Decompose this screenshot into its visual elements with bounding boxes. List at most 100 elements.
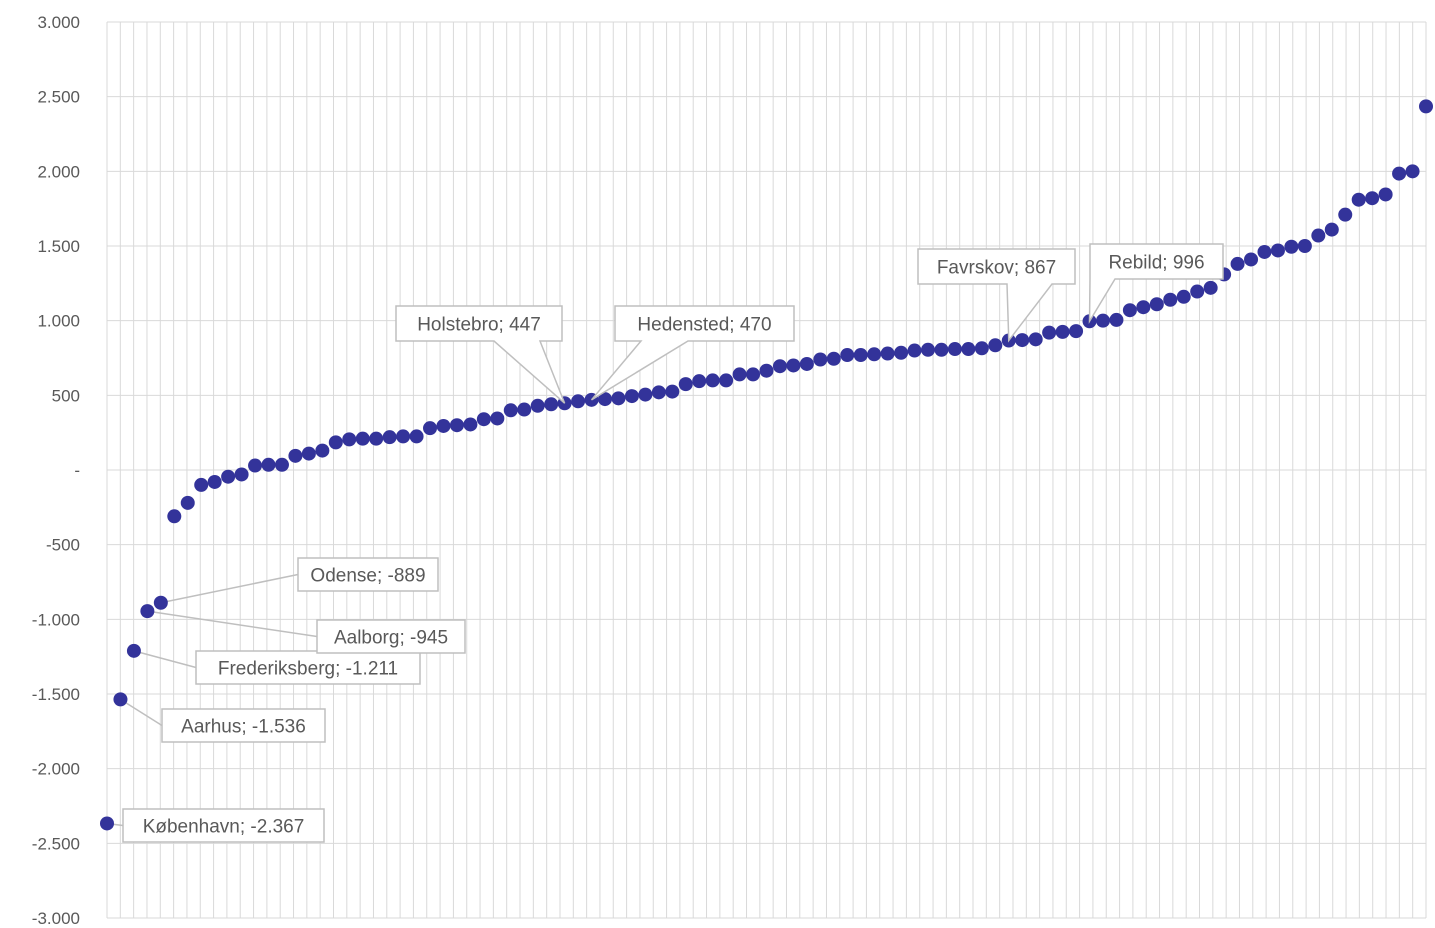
y-axis-tick-labels: 3.000 2.500 2.000 1.500 1.000 500 - -500 -1.000 -… — [32, 13, 80, 928]
data-point — [1351, 192, 1366, 207]
data-point — [1244, 252, 1259, 267]
data-point — [665, 384, 680, 399]
data-point — [274, 457, 289, 472]
data-label: Favrskov; 867 — [937, 258, 1056, 279]
data-point — [261, 457, 276, 472]
data-point — [597, 392, 612, 407]
data-point — [328, 435, 343, 450]
data-point — [907, 343, 922, 358]
data-point — [719, 373, 734, 388]
data-point — [1270, 243, 1285, 258]
callout-box — [161, 708, 326, 743]
data-point — [651, 385, 666, 400]
data-point — [974, 341, 989, 356]
data-point — [867, 347, 882, 362]
data-point — [678, 377, 693, 392]
data-point — [692, 374, 707, 389]
callout-box — [1088, 243, 1224, 325]
data-point — [947, 342, 962, 357]
y-tick-label: 3.000 — [37, 13, 80, 32]
data-point — [772, 359, 787, 374]
data-point — [369, 431, 384, 446]
data-point — [988, 338, 1003, 353]
data-point — [1311, 228, 1326, 243]
callout-leader — [147, 610, 318, 638]
data-point — [638, 387, 653, 402]
callout-leader — [133, 650, 197, 669]
data-point — [1136, 300, 1151, 315]
data-point — [463, 417, 478, 432]
data-point — [382, 430, 397, 445]
data-point — [921, 342, 936, 357]
data-point — [1405, 164, 1420, 179]
data-point — [355, 431, 370, 446]
data-point — [1365, 191, 1380, 206]
data-point — [140, 604, 155, 619]
y-tick-label: -500 — [46, 536, 80, 555]
data-label: Odense; -889 — [310, 566, 425, 587]
data-label: Holstebro; 447 — [417, 315, 541, 336]
data-point — [315, 443, 330, 458]
data-point — [571, 394, 586, 409]
y-tick-label: 1.000 — [37, 312, 80, 331]
y-tick-label: -1.500 — [32, 685, 80, 704]
data-point — [1163, 292, 1178, 307]
data-label: Aalborg; -945 — [334, 628, 448, 649]
data-point — [1109, 312, 1124, 327]
data-label: Frederiksberg; -1.211 — [218, 659, 398, 680]
data-point — [207, 474, 222, 489]
data-point — [1324, 222, 1339, 237]
data-point — [544, 397, 559, 412]
callout-box — [316, 619, 466, 654]
callout-box — [917, 248, 1076, 343]
data-point — [167, 509, 182, 524]
data-point — [1176, 289, 1191, 304]
data-point — [409, 429, 424, 444]
data-point — [530, 398, 545, 413]
data-point — [813, 352, 828, 367]
data-point — [759, 363, 774, 378]
data-point — [490, 411, 505, 426]
data-point — [423, 421, 438, 436]
data-point — [1122, 303, 1137, 318]
data-point — [826, 351, 841, 366]
data-point — [786, 358, 801, 373]
data-point — [517, 402, 532, 417]
callout-leader — [160, 573, 299, 604]
data-point — [449, 418, 464, 433]
callout-box — [195, 650, 421, 685]
data-label: Aarhus; -1.536 — [181, 717, 306, 738]
data-point — [1284, 239, 1299, 254]
y-tick-label: -2.000 — [32, 760, 80, 779]
data-point — [1028, 332, 1043, 347]
data-point — [1392, 166, 1407, 181]
data-point — [611, 391, 626, 406]
callout-leader-lines — [106, 573, 318, 827]
data-label: Hedensted; 470 — [637, 315, 771, 336]
data-point — [476, 412, 491, 427]
data-label: Rebild; 996 — [1108, 253, 1204, 274]
data-point — [705, 373, 720, 388]
data-point — [503, 403, 518, 418]
data-point — [126, 643, 141, 658]
data-point — [746, 367, 761, 382]
data-point — [221, 469, 236, 484]
data-point — [894, 345, 909, 360]
y-tick-label: 500 — [52, 386, 80, 405]
y-tick-label: - — [74, 461, 80, 480]
data-point — [1297, 239, 1312, 253]
data-points — [100, 99, 1433, 831]
y-tick-label: 1.500 — [37, 237, 80, 256]
data-point — [100, 816, 114, 831]
data-point — [342, 432, 357, 447]
data-point — [799, 356, 814, 371]
data-point — [301, 446, 316, 461]
y-tick-label: 2.500 — [37, 88, 80, 107]
data-label: København; -2.367 — [143, 817, 305, 838]
data-point — [1378, 187, 1393, 202]
data-point — [248, 458, 263, 473]
horizontal-gridlines — [107, 21, 1426, 919]
data-point — [1015, 333, 1030, 348]
callout-box — [590, 305, 795, 401]
